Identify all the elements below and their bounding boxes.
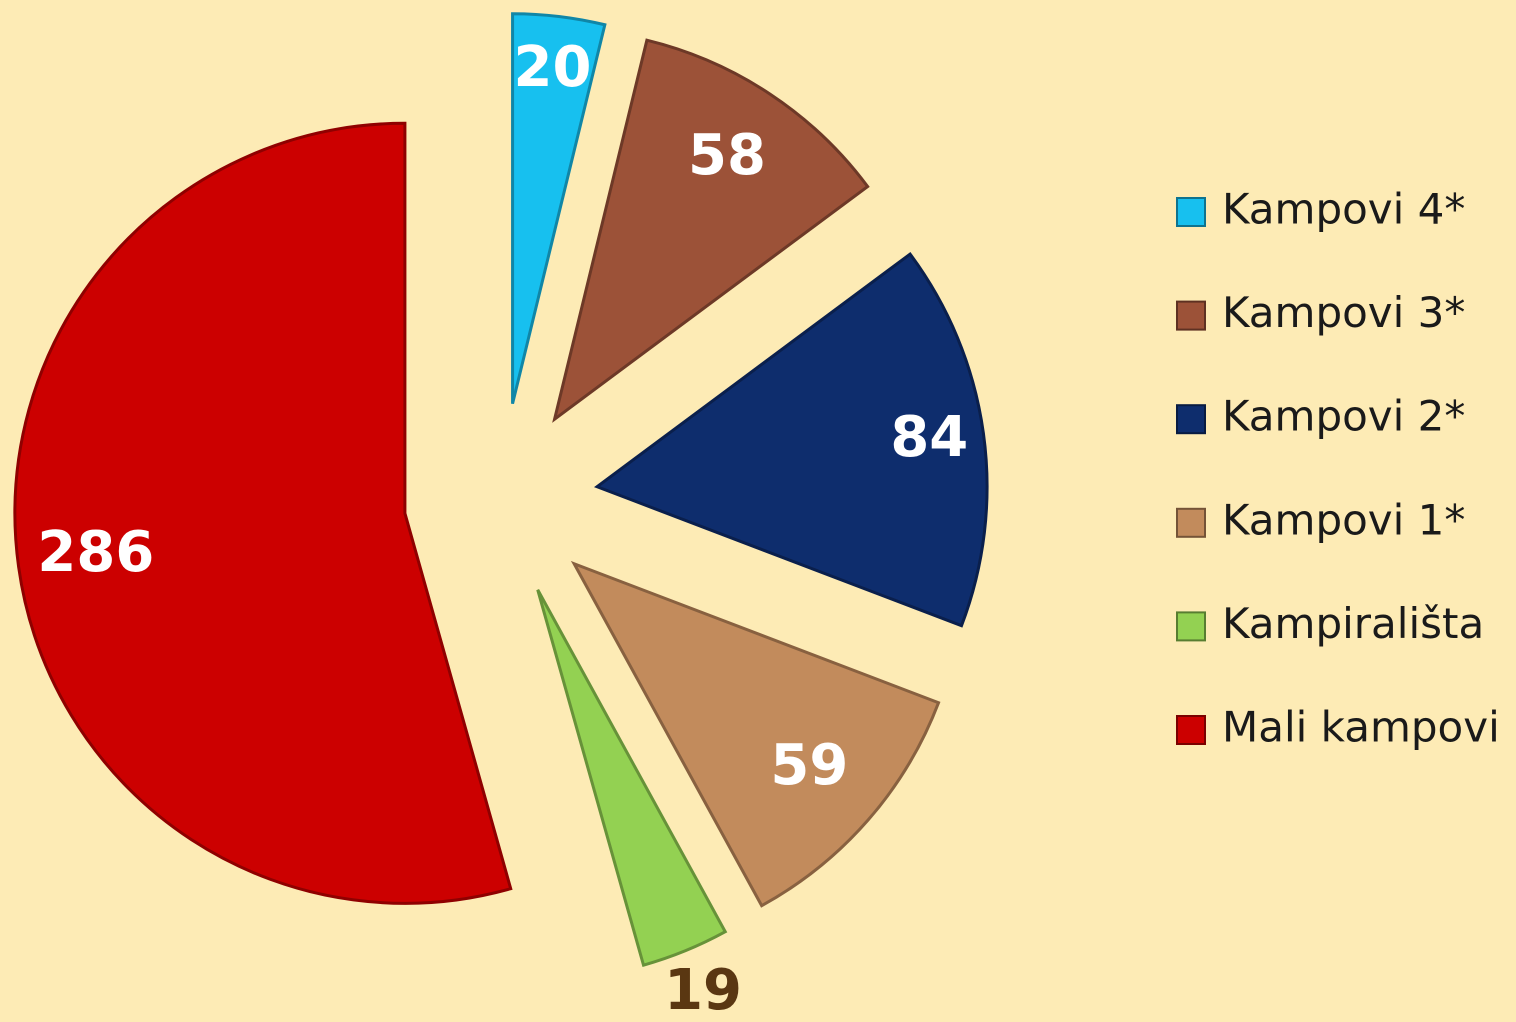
data-label: 286	[37, 520, 154, 585]
legend-swatch	[1176, 507, 1206, 538]
data-label: 20	[514, 35, 592, 100]
legend-label: Mali kampovi	[1222, 703, 1500, 752]
legend-label: Kampirališta	[1222, 599, 1484, 648]
data-label: 19	[664, 958, 742, 1022]
legend-label: Kampovi 2*	[1222, 392, 1465, 441]
data-label: 58	[688, 123, 766, 188]
pie-slice	[570, 560, 941, 908]
legend-label: Kampovi 4*	[1222, 185, 1465, 234]
data-label: 84	[890, 405, 968, 470]
legend-label: Kampovi 1*	[1222, 495, 1465, 544]
legend-swatch	[1176, 197, 1206, 227]
pie-slice	[511, 12, 607, 405]
legend-swatch	[1176, 611, 1206, 642]
pie-slice	[536, 589, 728, 968]
pie-slice	[552, 38, 870, 423]
legend-label: Kampovi 3*	[1222, 288, 1465, 337]
pie-slice	[593, 252, 989, 628]
pie-slice	[13, 121, 513, 905]
data-label: 59	[770, 733, 848, 798]
legend-swatch	[1176, 404, 1206, 435]
legend-swatch	[1176, 715, 1206, 745]
legend-swatch	[1176, 300, 1206, 331]
